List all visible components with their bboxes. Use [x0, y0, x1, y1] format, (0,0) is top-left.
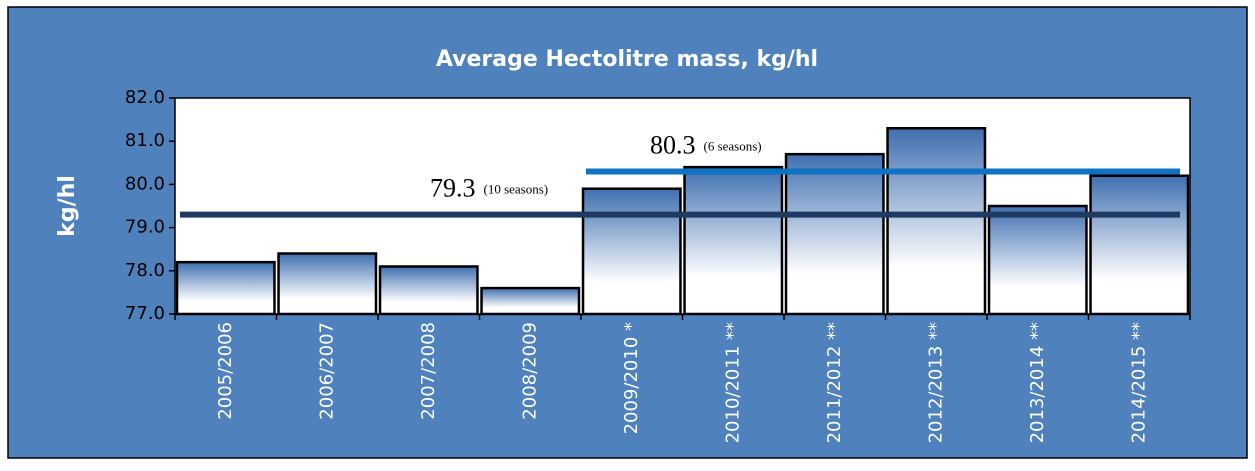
bar — [378, 265, 479, 316]
y-tick-label: 82.0 — [125, 87, 165, 108]
y-tick-label: 79.0 — [125, 217, 165, 238]
reference-label: 80.3 (6 seasons) — [650, 130, 762, 159]
x-tick-label: 2013/2014 ** — [1027, 322, 1048, 443]
x-tick-label: 2011/2012 ** — [824, 322, 845, 443]
y-tick-label: 78.0 — [125, 260, 165, 281]
y-axis-label: kg/hl — [55, 175, 80, 237]
bar — [784, 152, 885, 316]
x-tick-label: 2014/2015 ** — [1128, 322, 1149, 443]
x-tick-label: 2010/2011 ** — [722, 322, 743, 443]
bar — [683, 165, 784, 316]
bar — [1089, 174, 1190, 316]
x-tick-label: 2006/2007 — [316, 322, 337, 420]
reference-note: (6 seasons) — [704, 138, 762, 153]
reference-label: 79.3 (10 seasons) — [430, 174, 548, 203]
reference-value: 79.3 — [430, 174, 476, 203]
reference-value: 80.3 — [650, 130, 696, 159]
chart-title: Average Hectolitre mass, kg/hl — [436, 47, 818, 72]
bar — [277, 252, 378, 316]
bar — [581, 187, 682, 316]
x-tick-label: 2005/2006 — [215, 322, 236, 420]
bar — [175, 260, 276, 316]
bar — [987, 204, 1088, 316]
y-tick-label: 77.0 — [125, 303, 165, 324]
reference-note: (10 seasons) — [484, 182, 549, 197]
y-tick-label: 80.0 — [125, 173, 165, 194]
bar — [886, 126, 987, 316]
x-tick-label: 2007/2008 — [418, 322, 439, 420]
bar — [480, 286, 581, 316]
x-tick-label: 2009/2010 * — [621, 322, 642, 434]
y-tick-label: 81.0 — [125, 130, 165, 151]
x-tick-label: 2008/2009 — [519, 322, 540, 420]
x-tick-label: 2012/2013 ** — [925, 322, 946, 443]
